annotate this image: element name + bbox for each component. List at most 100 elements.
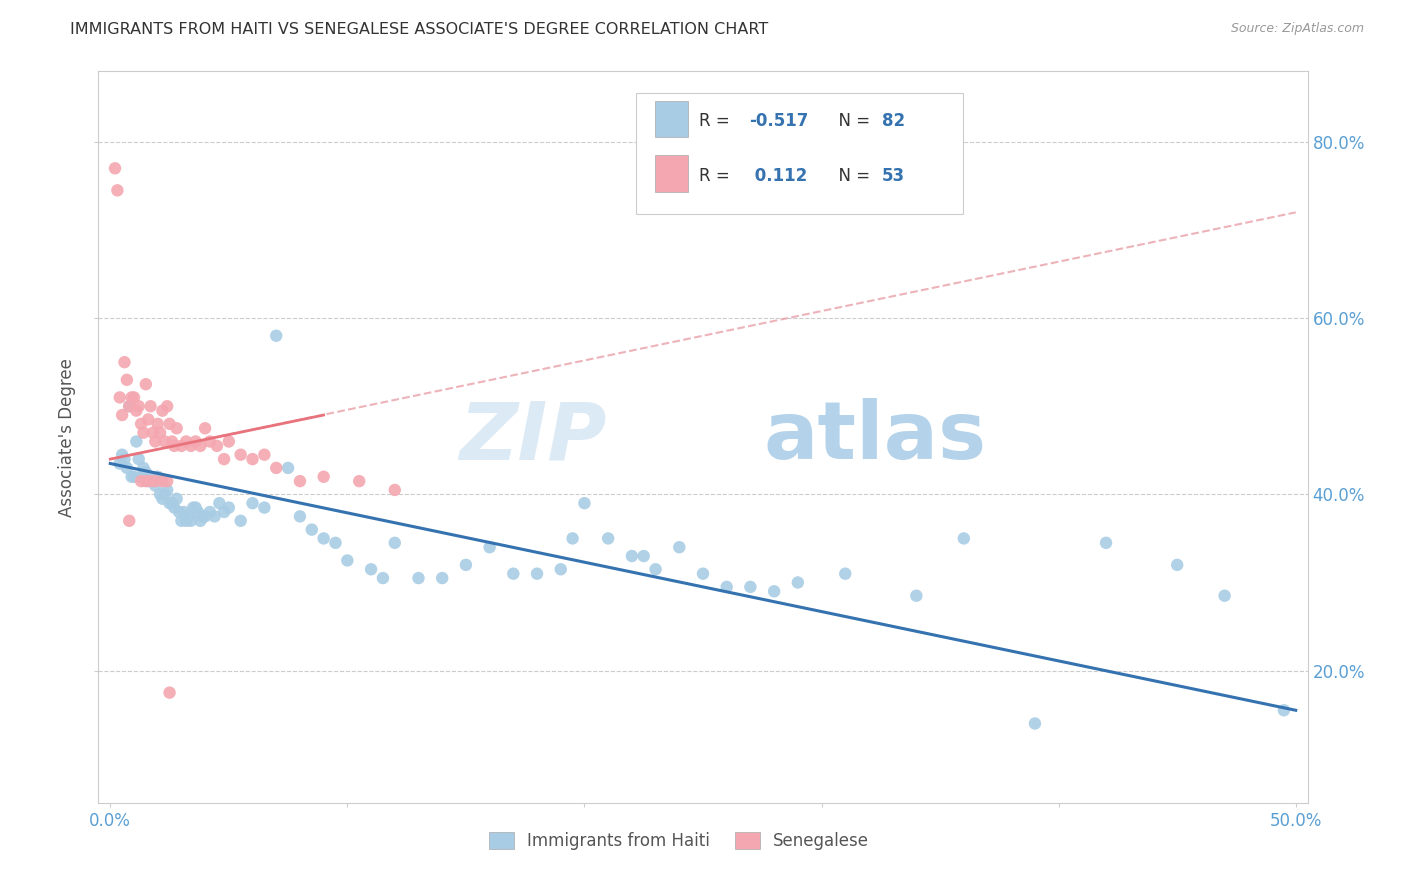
- Point: [190, 439, 212, 453]
- Point: [218, 500, 240, 515]
- Point: [218, 434, 240, 449]
- Point: [142, 425, 165, 440]
- Point: [180, 514, 202, 528]
- Point: [229, 514, 252, 528]
- Point: [118, 399, 141, 413]
- Point: [198, 505, 221, 519]
- Point: [111, 448, 134, 462]
- Point: [170, 439, 193, 453]
- Point: [478, 540, 501, 554]
- Point: [190, 514, 212, 528]
- Point: [325, 536, 347, 550]
- Point: [132, 425, 155, 440]
- Point: [253, 448, 276, 462]
- Point: [122, 469, 145, 483]
- Point: [174, 514, 197, 528]
- Point: [153, 434, 176, 449]
- Point: [620, 549, 643, 563]
- Point: [598, 532, 620, 546]
- Point: [114, 452, 136, 467]
- Point: [561, 532, 583, 546]
- Point: [253, 500, 276, 515]
- Point: [152, 403, 174, 417]
- Point: [184, 500, 207, 515]
- Point: [905, 589, 928, 603]
- Text: Source: ZipAtlas.com: Source: ZipAtlas.com: [1230, 22, 1364, 36]
- Point: [184, 434, 207, 449]
- Text: 53: 53: [882, 167, 905, 185]
- Point: [108, 391, 131, 405]
- Point: [177, 509, 200, 524]
- Point: [242, 496, 264, 510]
- Point: [264, 328, 287, 343]
- Text: 0.112: 0.112: [749, 167, 807, 185]
- Point: [187, 505, 209, 519]
- Point: [108, 457, 131, 471]
- Point: [336, 553, 359, 567]
- Point: [502, 566, 524, 581]
- Point: [194, 421, 217, 435]
- Point: [371, 571, 394, 585]
- Text: 82: 82: [882, 112, 905, 130]
- Point: [360, 562, 382, 576]
- Point: [198, 434, 221, 449]
- Point: [194, 509, 217, 524]
- Point: [242, 452, 264, 467]
- Text: atlas: atlas: [763, 398, 987, 476]
- Point: [156, 399, 179, 413]
- Point: [692, 566, 714, 581]
- Point: [135, 466, 157, 480]
- Point: [128, 452, 150, 467]
- Text: IMMIGRANTS FROM HAITI VS SENEGALESE ASSOCIATE'S DEGREE CORRELATION CHART: IMMIGRANTS FROM HAITI VS SENEGALESE ASSO…: [70, 22, 769, 37]
- Text: N =: N =: [828, 167, 875, 185]
- Point: [160, 434, 183, 449]
- Point: [212, 452, 235, 467]
- Point: [129, 474, 152, 488]
- Point: [105, 183, 128, 197]
- Point: [139, 399, 162, 413]
- Point: [166, 491, 188, 506]
- Legend: Immigrants from Haiti, Senegalese: Immigrants from Haiti, Senegalese: [482, 825, 876, 856]
- Point: [205, 439, 228, 453]
- Point: [128, 399, 150, 413]
- Point: [550, 562, 572, 576]
- Point: [136, 412, 159, 426]
- Point: [526, 566, 548, 581]
- Point: [125, 434, 148, 449]
- Point: [384, 536, 406, 550]
- Point: [1213, 589, 1236, 603]
- Point: [146, 469, 169, 483]
- Point: [454, 558, 477, 572]
- Text: R =: R =: [699, 112, 735, 130]
- Y-axis label: Associate's Degree: Associate's Degree: [58, 358, 76, 516]
- Point: [114, 355, 136, 369]
- Point: [129, 417, 152, 431]
- Point: [301, 523, 323, 537]
- Point: [212, 505, 235, 519]
- Point: [174, 434, 197, 449]
- Point: [149, 487, 172, 501]
- Point: [121, 469, 143, 483]
- Point: [574, 496, 596, 510]
- Point: [115, 461, 138, 475]
- Point: [264, 461, 287, 475]
- Point: [159, 686, 181, 700]
- Point: [122, 391, 145, 405]
- Point: [143, 478, 166, 492]
- Point: [167, 505, 190, 519]
- Point: [644, 562, 666, 576]
- Point: [160, 496, 183, 510]
- Point: [125, 403, 148, 417]
- Point: [146, 417, 169, 431]
- Point: [277, 461, 299, 475]
- Point: [191, 509, 214, 524]
- Point: [129, 469, 152, 483]
- Point: [163, 439, 186, 453]
- Point: [1095, 536, 1118, 550]
- Point: [1272, 703, 1295, 717]
- Point: [115, 373, 138, 387]
- Point: [170, 514, 193, 528]
- Point: [149, 425, 172, 440]
- Point: [139, 469, 162, 483]
- Point: [786, 575, 808, 590]
